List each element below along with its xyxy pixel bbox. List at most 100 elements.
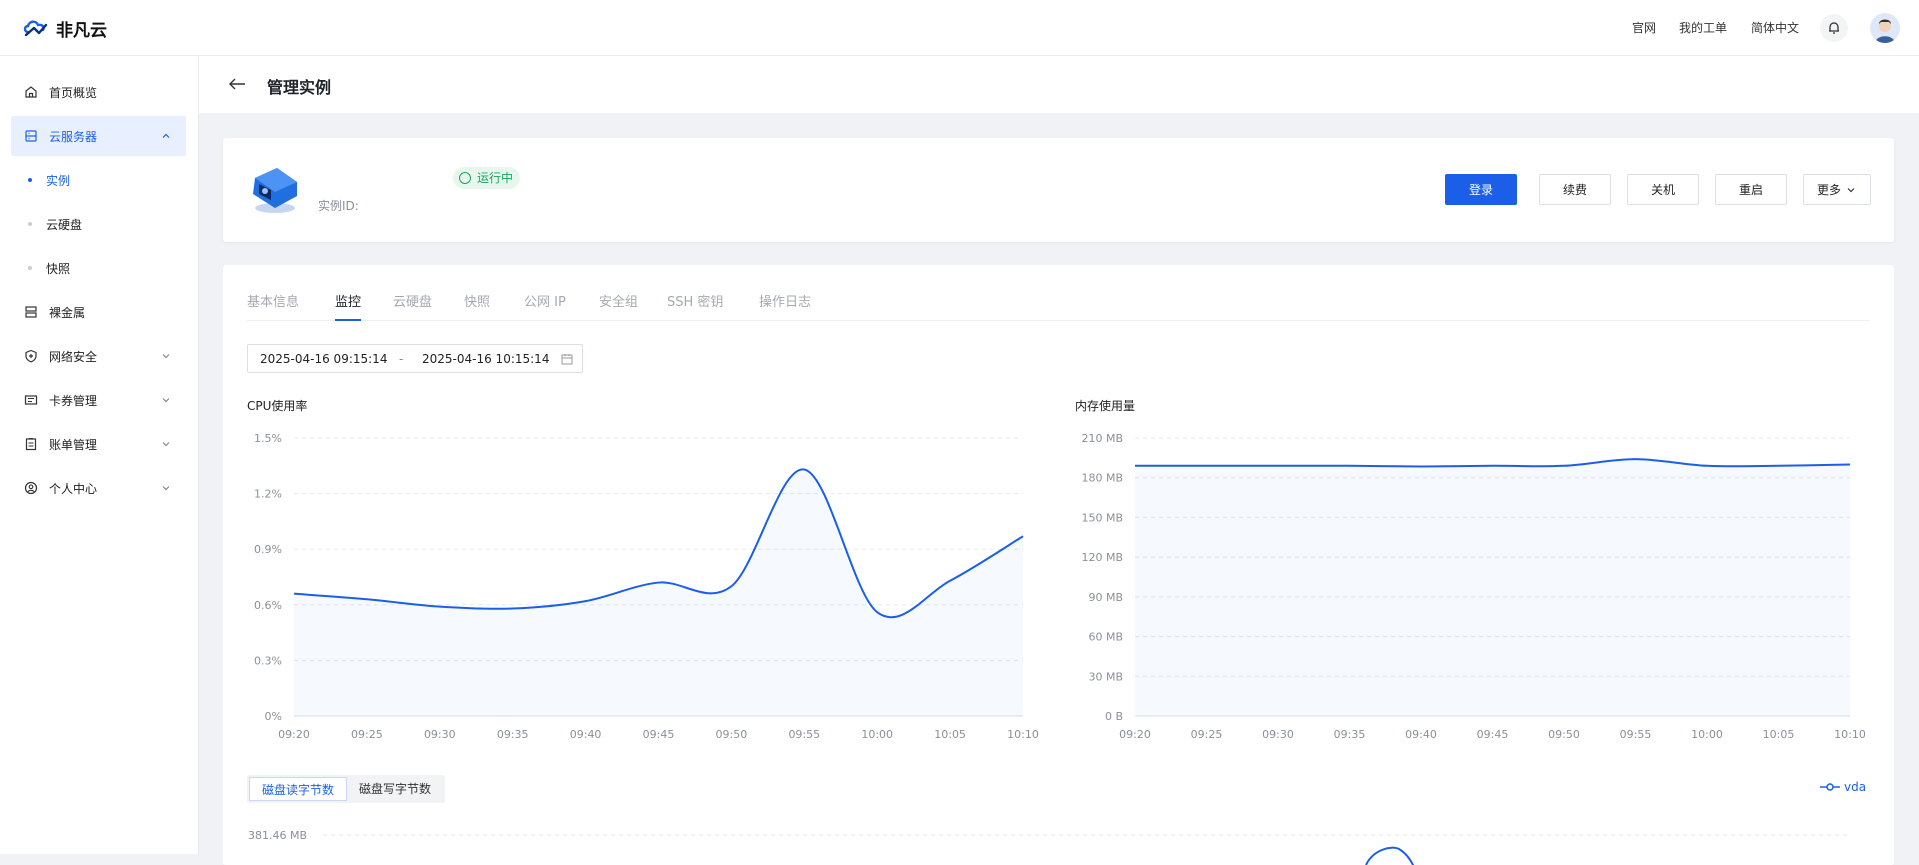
language-switch[interactable]: 简体中文 bbox=[1751, 19, 1799, 36]
sidebar-item-cloud-server[interactable]: 云服务器 bbox=[11, 116, 186, 156]
chart-legend[interactable]: vda bbox=[1820, 780, 1866, 794]
memory-chart-y-tick-label: 150 MB bbox=[1081, 511, 1123, 524]
cpu-chart-x-tick-label: 09:35 bbox=[497, 728, 529, 741]
cpu-chart-x-tick-label: 10:10 bbox=[1007, 728, 1039, 741]
shield-icon bbox=[23, 348, 39, 364]
instance-id-label: 实例ID: bbox=[318, 197, 359, 214]
sidebar: 首页概览 云服务器 实例 云硬盘 快照 裸金属 网络安全 卡券管理 账单管理 个… bbox=[0, 56, 199, 854]
cloud-logo-icon bbox=[22, 17, 48, 39]
status-text: 运行中 bbox=[477, 171, 513, 185]
home-icon bbox=[23, 84, 39, 100]
sidebar-item-label: 网络安全 bbox=[49, 348, 97, 365]
sidebar-item-personal-center[interactable]: 个人中心 bbox=[11, 468, 186, 508]
user-avatar[interactable] bbox=[1870, 13, 1900, 43]
sidebar-subitem-label: 快照 bbox=[46, 260, 70, 277]
bare-metal-icon bbox=[23, 304, 39, 320]
sidebar-item-label: 云服务器 bbox=[49, 128, 97, 145]
memory-chart-y-tick-label: 90 MB bbox=[1088, 591, 1123, 604]
sidebar-item-home[interactable]: 首页概览 bbox=[11, 72, 186, 112]
login-button[interactable]: 登录 bbox=[1445, 174, 1517, 205]
memory-chart-x-tick-label: 09:25 bbox=[1191, 728, 1223, 741]
page-header: 管理实例 bbox=[199, 56, 1919, 113]
cpu-chart-y-tick-label: 1.2% bbox=[254, 488, 282, 501]
memory-chart-x-tick-label: 10:00 bbox=[1691, 728, 1723, 741]
disk-write-bytes-tab[interactable]: 磁盘写字节数 bbox=[347, 777, 443, 801]
memory-chart-y-tick-label: 60 MB bbox=[1088, 631, 1123, 644]
clipboard-icon bbox=[23, 436, 39, 452]
shutdown-button[interactable]: 关机 bbox=[1627, 174, 1699, 205]
chevron-down-icon bbox=[160, 438, 172, 450]
cpu-chart-x-tick-label: 09:20 bbox=[278, 728, 310, 741]
sidebar-subitem-cloud-disk[interactable]: 云硬盘 bbox=[11, 204, 186, 244]
bullet-dot-icon bbox=[28, 178, 32, 182]
restart-button[interactable]: 重启 bbox=[1715, 174, 1787, 205]
cpu-chart-area bbox=[294, 469, 1023, 716]
chevron-down-icon bbox=[160, 482, 172, 494]
brand-logo[interactable]: 非凡云 bbox=[22, 15, 107, 41]
status-badge: 运行中 bbox=[453, 167, 520, 189]
renew-button[interactable]: 续费 bbox=[1539, 174, 1611, 205]
memory-chart-y-tick-label: 180 MB bbox=[1081, 472, 1123, 485]
memory-chart-x-tick-label: 09:20 bbox=[1119, 728, 1151, 741]
memory-chart-y-tick-label: 30 MB bbox=[1088, 670, 1123, 683]
memory-chart-x-tick-label: 09:40 bbox=[1405, 728, 1437, 741]
memory-chart-y-tick-label: 120 MB bbox=[1081, 551, 1123, 564]
sidebar-subitem-instances[interactable]: 实例 bbox=[11, 160, 186, 200]
memory-chart-x-tick-label: 09:35 bbox=[1334, 728, 1366, 741]
bullet-dot-icon bbox=[28, 222, 32, 226]
disk-read-bytes-tab[interactable]: 磁盘读字节数 bbox=[249, 777, 347, 801]
cpu-chart-x-tick-label: 09:30 bbox=[424, 728, 456, 741]
instance-card: 实例ID: 运行中 登录 续费 关机 重启 更多 bbox=[223, 138, 1894, 242]
my-tickets-link[interactable]: 我的工单 bbox=[1679, 19, 1727, 36]
sidebar-item-network-security[interactable]: 网络安全 bbox=[11, 336, 186, 376]
chevron-down-icon bbox=[160, 394, 172, 406]
sidebar-item-label: 裸金属 bbox=[49, 304, 85, 321]
cpu-chart-x-tick-label: 09:40 bbox=[570, 728, 602, 741]
cpu-chart-x-tick-label: 10:00 bbox=[861, 728, 893, 741]
official-site-link[interactable]: 官网 bbox=[1632, 19, 1656, 36]
brand-name: 非凡云 bbox=[56, 16, 107, 41]
memory-chart-y-tick-label: 0 B bbox=[1105, 710, 1123, 723]
notification-bell-icon[interactable] bbox=[1820, 14, 1848, 42]
sidebar-item-bare-metal[interactable]: 裸金属 bbox=[11, 292, 186, 332]
back-arrow-icon[interactable] bbox=[227, 76, 247, 92]
disk-chart-series-line bbox=[1366, 848, 1415, 865]
monitor-charts: 0% 0.3% 0.6% 0.9% 1.2% 1.5% 09:20 09:25 09:30 09:… bbox=[223, 265, 1894, 865]
sidebar-item-label: 个人中心 bbox=[49, 480, 97, 497]
page-title: 管理实例 bbox=[267, 74, 331, 98]
bullet-dot-icon bbox=[28, 266, 32, 270]
more-dropdown[interactable]: 更多 bbox=[1803, 174, 1871, 205]
cpu-chart-y-tick-label: 0% bbox=[265, 710, 282, 723]
chevron-up-icon bbox=[160, 130, 172, 142]
sidebar-item-coupons[interactable]: 卡券管理 bbox=[11, 380, 186, 420]
cpu-chart-x-tick-label: 09:25 bbox=[351, 728, 383, 741]
sidebar-item-billing[interactable]: 账单管理 bbox=[11, 424, 186, 464]
cpu-chart-y-tick-label: 0.3% bbox=[254, 654, 282, 667]
sidebar-item-label: 卡券管理 bbox=[49, 392, 97, 409]
monitor-card: 基本信息 监控 云硬盘 快照 公网 IP 安全组 SSH 密钥 操作日志 202… bbox=[223, 265, 1894, 865]
chevron-down-icon bbox=[1845, 184, 1857, 196]
legend-label: vda bbox=[1844, 780, 1866, 794]
cpu-chart-y-tick-label: 1.5% bbox=[254, 432, 282, 445]
chevron-down-icon bbox=[160, 350, 172, 362]
disk-metric-toggle: 磁盘读字节数 磁盘写字节数 bbox=[247, 775, 445, 803]
more-label: 更多 bbox=[1817, 181, 1841, 198]
memory-chart-y-tick-label: 210 MB bbox=[1081, 432, 1123, 445]
sidebar-subitem-label: 实例 bbox=[46, 172, 70, 189]
memory-chart-x-tick-label: 10:05 bbox=[1763, 728, 1795, 741]
cpu-chart-y-tick-label: 0.9% bbox=[254, 543, 282, 556]
legend-line-icon bbox=[1820, 782, 1840, 792]
sidebar-subitem-snapshots[interactable]: 快照 bbox=[11, 248, 186, 288]
memory-chart-area bbox=[1135, 459, 1850, 716]
memory-chart-x-tick-label: 10:10 bbox=[1834, 728, 1866, 741]
cpu-chart-x-tick-label: 09:50 bbox=[716, 728, 748, 741]
memory-chart-x-tick-label: 09:45 bbox=[1477, 728, 1509, 741]
memory-chart-x-tick-label: 09:50 bbox=[1548, 728, 1580, 741]
disk-chart-y-tick-label: 381.46 MB bbox=[248, 829, 307, 842]
top-bar: 非凡云 官网 我的工单 简体中文 bbox=[0, 0, 1919, 56]
sidebar-item-label: 首页概览 bbox=[49, 84, 97, 101]
cpu-chart-x-tick-label: 09:55 bbox=[788, 728, 820, 741]
memory-chart-series-line bbox=[1135, 459, 1850, 466]
cpu-chart-y-tick-label: 0.6% bbox=[254, 599, 282, 612]
running-status-icon bbox=[459, 172, 471, 184]
